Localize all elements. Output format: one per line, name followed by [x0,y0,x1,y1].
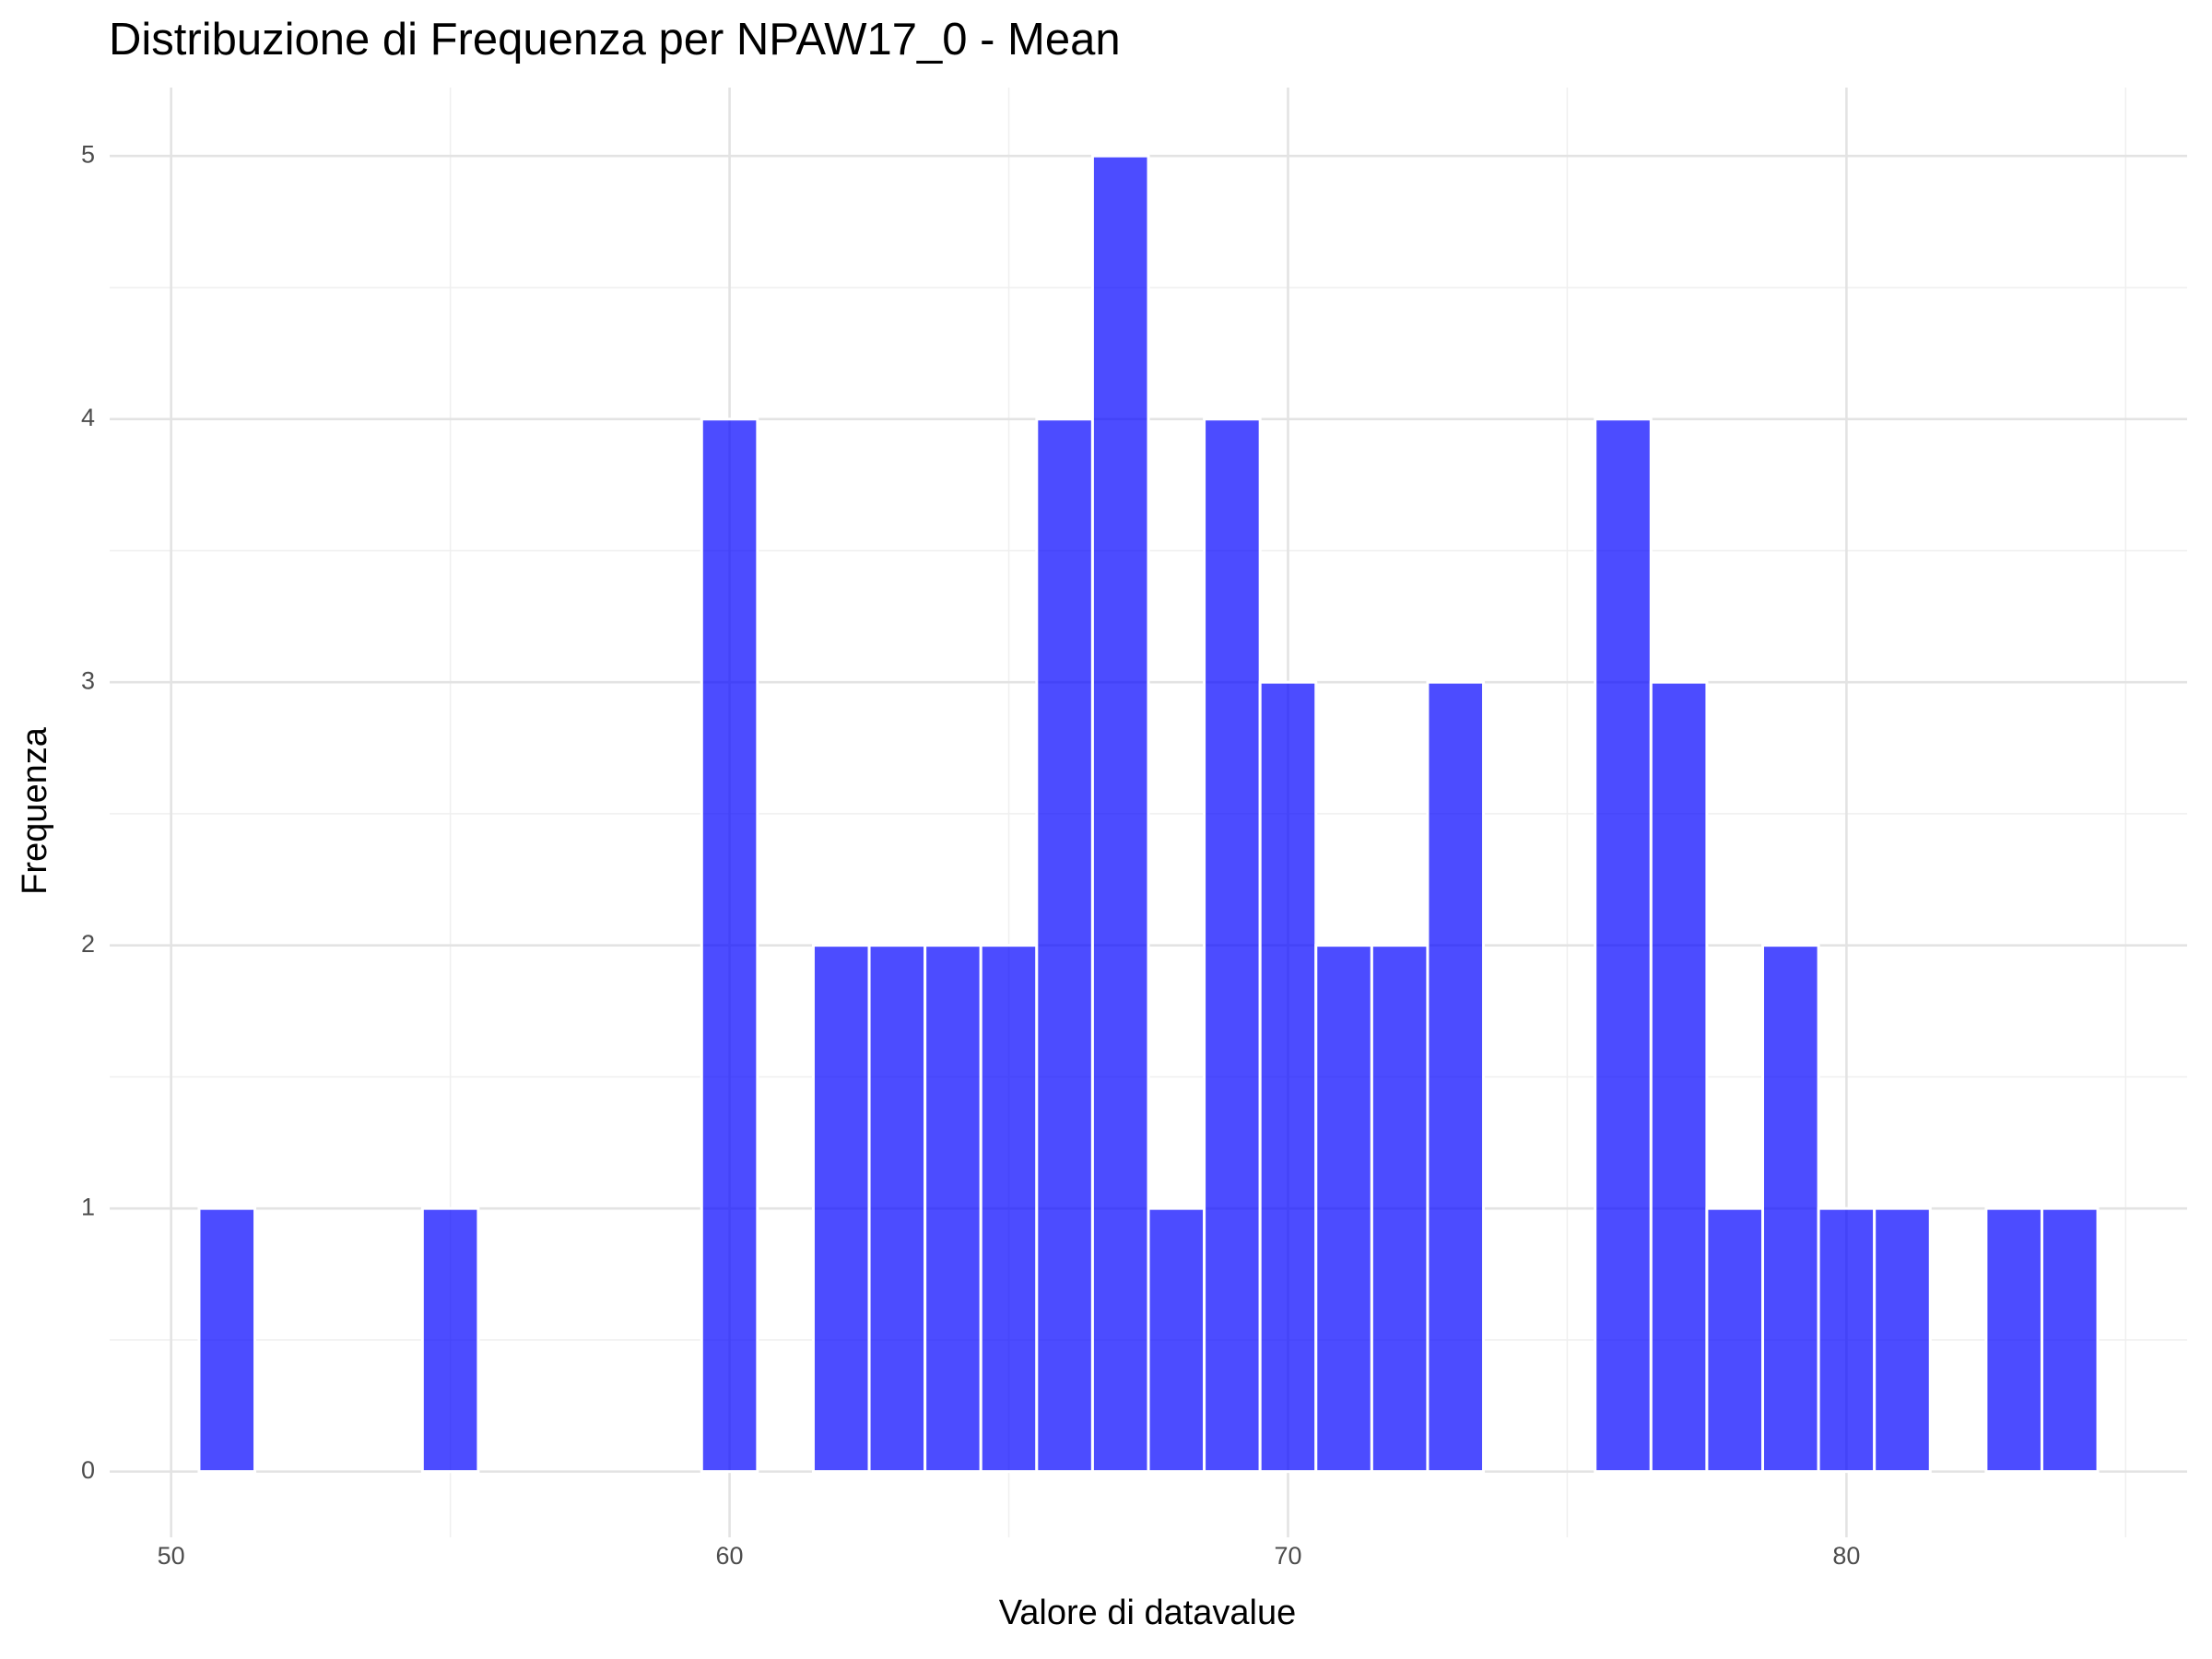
bar [979,944,1039,1474]
bar [1090,154,1150,1474]
bar [924,944,982,1474]
bar [1705,1206,1765,1474]
bar [1035,418,1094,1474]
bar [197,1206,257,1474]
bars [197,154,2100,1474]
bar [1817,1206,1877,1474]
x-tick-label: 60 [716,1542,744,1570]
bar [700,418,759,1474]
bar [1594,418,1653,1474]
y-tick-label: 4 [81,404,95,431]
bar [2040,1206,2100,1474]
bar [1147,1206,1206,1474]
bar [1984,1206,2043,1474]
y-tick-label: 0 [81,1456,95,1484]
bar [1314,944,1373,1474]
bar [867,944,927,1474]
bar [1370,944,1430,1474]
bar [1203,418,1262,1474]
y-axis-label: Frequenza [16,726,54,895]
bar [1258,680,1318,1474]
tick-labels: 50 60 70 80 0 1 2 3 4 5 [81,140,1860,1570]
x-tick-label: 80 [1832,1542,1860,1570]
bar [420,1206,480,1474]
y-tick-label: 3 [81,666,95,694]
bar [1649,680,1709,1474]
bar [1426,680,1486,1474]
x-tick-label: 50 [158,1542,185,1570]
x-axis-label: Valore di datavalue [999,1594,1297,1632]
chart-title: Distribuzione di Frequenza per NPAW17_0 … [109,15,1121,65]
bar [811,944,871,1474]
bar [1873,1206,1932,1474]
y-tick-label: 5 [81,140,95,168]
x-tick-label: 70 [1274,1542,1301,1570]
y-tick-label: 1 [81,1193,95,1220]
bar [1761,944,1820,1474]
y-tick-label: 2 [81,930,95,958]
